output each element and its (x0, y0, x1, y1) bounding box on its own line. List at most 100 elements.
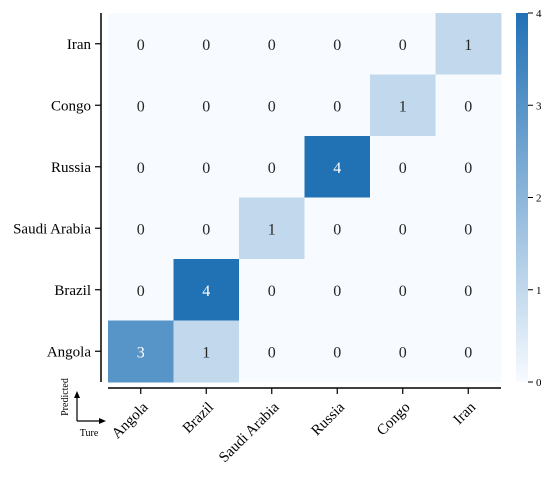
cell-value-label: 0 (202, 37, 210, 54)
heatmap-cell (435, 197, 502, 260)
cell-value-label: 0 (399, 37, 407, 54)
heatmap-cell (304, 13, 371, 75)
x-tick-label-iran: Iran (451, 399, 480, 428)
x-axis: Angola Brazil Saudi Arabia Russia Congo Iran (108, 387, 501, 466)
cell-value-label: 1 (268, 221, 276, 238)
cell-value-label: 0 (137, 283, 145, 300)
cell-value-label: 0 (464, 283, 472, 300)
cell-value-label: 0 (268, 98, 276, 115)
cell-value-label: 0 (464, 344, 472, 361)
cell-value-label: 0 (333, 283, 341, 300)
heatmap-cell (173, 13, 240, 75)
heatmap-cell (239, 13, 305, 75)
cell-value-label: 0 (137, 221, 145, 238)
heatmap-cell (304, 74, 371, 137)
heatmap-cell (173, 197, 240, 260)
heatmap-cell (435, 320, 502, 383)
heatmap-cell (370, 74, 436, 137)
cell-value-label: 0 (333, 98, 341, 115)
y-axis: Iran Congo Russia Saudi Arabia Brazil Angola (13, 13, 102, 382)
cell-value-label: 4 (333, 160, 341, 177)
colorbar: 0 1 2 3 4 (516, 8, 542, 389)
heatmap-cell (370, 259, 436, 321)
heatmap-cell (108, 320, 174, 383)
cell-value-label: 0 (137, 160, 145, 177)
cell-value-label: 0 (268, 344, 276, 361)
cell-value-label: 0 (137, 98, 145, 115)
heatmap-cell-labels: 0 0 0 0 0 1 0 0 0 0 1 0 0 0 0 4 0 0 0 0 1 0 0 0 0 4 0 0 0 0 3 1 0 0 0 0 (137, 37, 473, 362)
heatmap-cell (370, 136, 436, 198)
heatmap-cell (173, 136, 240, 198)
predicted-arrow-head (74, 391, 80, 398)
heatmap-cell (435, 259, 502, 321)
heatmap-cell (239, 259, 305, 321)
y-tick-label-congo: Congo (51, 98, 91, 114)
y-tick-label-russia: Russia (51, 160, 91, 176)
heatmap-cell (304, 136, 371, 198)
x-tick-label-russia: Russia (308, 399, 348, 439)
colorbar-tick-label: 3 (536, 100, 542, 112)
axis-orientation-legend: Predicted Ture (60, 378, 106, 439)
x-tick-label-brazil: Brazil (180, 400, 217, 437)
heatmap-cell (173, 259, 240, 321)
ture-arrow-head (99, 418, 106, 424)
y-tick-label-saudi-arabia: Saudi Arabia (13, 221, 91, 237)
y-tick-label-angola: Angola (47, 344, 92, 360)
cell-value-label: 1 (399, 98, 407, 115)
heatmap-cell (304, 259, 371, 321)
heatmap-cell (435, 74, 502, 137)
heatmap-cell (108, 259, 174, 321)
heatmap-cell (108, 136, 174, 198)
colorbar-tick-label: 0 (536, 377, 542, 389)
heatmap-cell (173, 320, 240, 383)
cell-value-label: 0 (268, 37, 276, 54)
cell-value-label: 1 (202, 344, 210, 361)
cell-value-label: 0 (202, 160, 210, 177)
cell-value-label: 0 (399, 344, 407, 361)
cell-value-label: 0 (464, 160, 472, 177)
ylabel: Predicted (60, 378, 71, 416)
colorbar-tick-label: 4 (536, 8, 542, 20)
cell-value-label: 0 (333, 221, 341, 238)
x-tick-label-saudi-arabia: Saudi Arabia (216, 399, 283, 466)
heatmap-cell (173, 74, 240, 137)
heatmap-cell (304, 197, 371, 260)
x-tick-label-congo: Congo (374, 400, 414, 440)
cell-value-label: 0 (333, 37, 341, 54)
heatmap-cell (108, 13, 174, 75)
cell-value-label: 0 (399, 160, 407, 177)
y-tick-label-brazil: Brazil (54, 283, 91, 299)
cell-value-label: 0 (137, 37, 145, 54)
heatmap-cell (239, 136, 305, 198)
cell-value-label: 0 (268, 283, 276, 300)
cell-value-label: 0 (268, 160, 276, 177)
cell-value-label: 0 (464, 221, 472, 238)
cell-value-label: 0 (333, 344, 341, 361)
heatmap-cells (108, 13, 502, 383)
cell-value-label: 0 (202, 98, 210, 115)
cell-value-label: 0 (202, 221, 210, 238)
heatmap-cell (435, 136, 502, 198)
cell-value-label: 4 (202, 283, 210, 300)
heatmap-cell (370, 320, 436, 383)
heatmap-cell (239, 197, 305, 260)
cell-value-label: 0 (399, 221, 407, 238)
heatmap-cell (108, 74, 174, 137)
colorbar-tick-label: 2 (536, 193, 542, 205)
heatmap-cell (370, 13, 436, 75)
cell-value-label: 1 (464, 37, 472, 54)
colorbar-gradient (516, 13, 528, 382)
cell-value-label: 0 (399, 283, 407, 300)
heatmap-cell (370, 197, 436, 260)
y-tick-label-iran: Iran (67, 37, 92, 53)
cell-value-label: 3 (137, 344, 145, 361)
heatmap-cell (239, 320, 305, 383)
heatmap-cell (108, 197, 174, 260)
heatmap-cell (435, 13, 502, 75)
colorbar-tick-label: 1 (536, 285, 542, 297)
x-tick-label-angola: Angola (109, 399, 152, 442)
heatmap-cell (304, 320, 371, 383)
heatmap-cell (239, 74, 305, 137)
cell-value-label: 0 (464, 98, 472, 115)
